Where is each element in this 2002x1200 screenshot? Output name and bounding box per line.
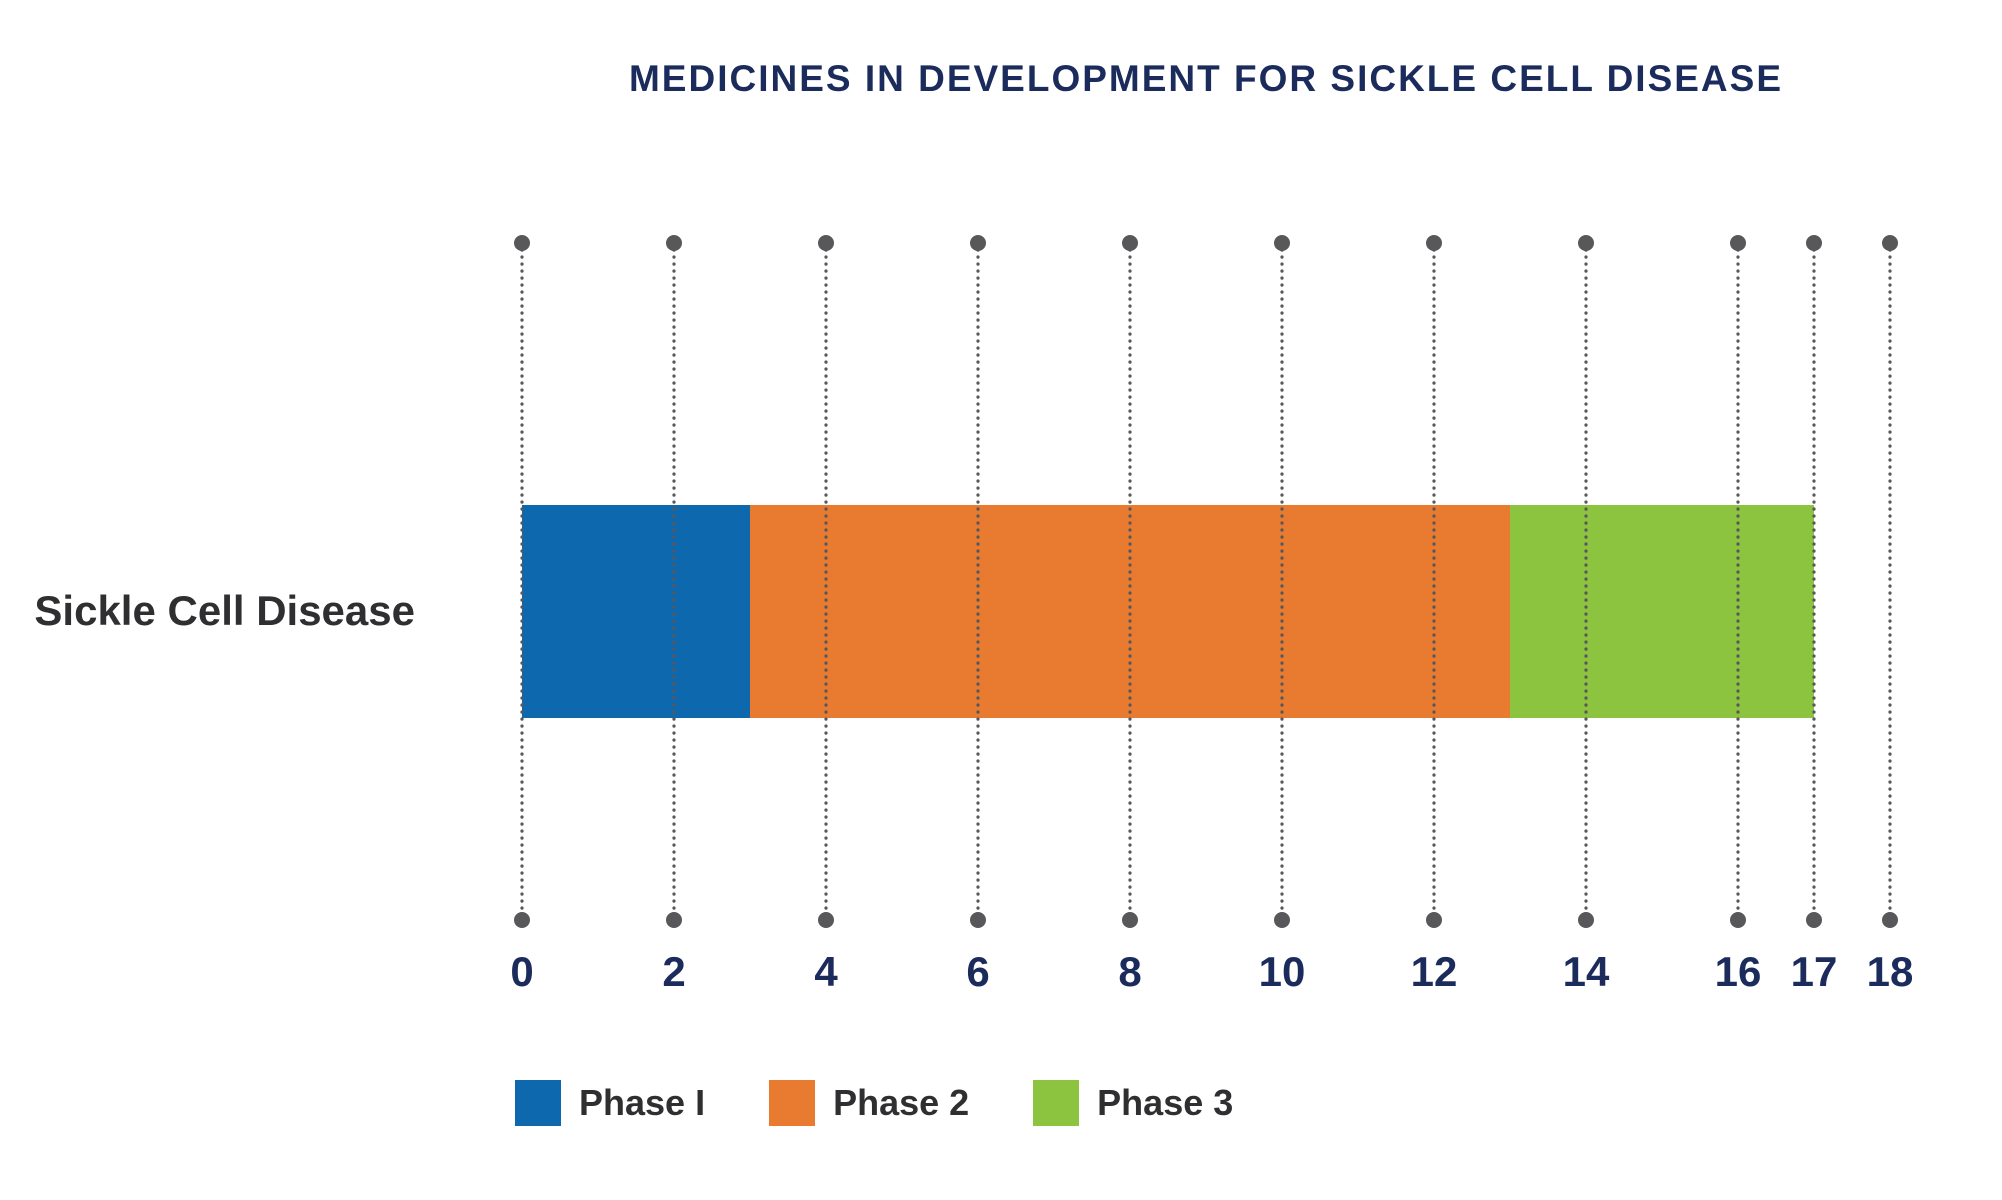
- legend-swatch-1: [515, 1080, 561, 1126]
- gridline-bottom-dot-16: [1730, 912, 1746, 928]
- gridline-bottom-dot-12: [1426, 912, 1442, 928]
- gridline-top-dot-14: [1578, 235, 1594, 251]
- chart-title: MEDICINES IN DEVELOPMENT FOR SICKLE CELL…: [628, 58, 1784, 99]
- gridline-top-dot-4: [818, 235, 834, 251]
- legend-swatch-2: [769, 1080, 816, 1126]
- gridline-bottom-dot-6: [970, 912, 986, 928]
- legend-label-1: Phase I: [579, 1082, 706, 1123]
- y-axis-category-label: Sickle Cell Disease: [34, 587, 415, 634]
- legend-item-2: Phase 2: [769, 1080, 969, 1126]
- gridline-bottom-dot-10: [1274, 912, 1290, 928]
- legend-label-3: Phase 3: [1097, 1082, 1234, 1123]
- legend: Phase I Phase 2 Phase 3: [515, 1080, 1233, 1126]
- bar-segment-phase-3: [1510, 505, 1814, 718]
- gridline-top-dot-18: [1882, 235, 1898, 251]
- gridline-top-dot-8: [1122, 235, 1138, 251]
- gridline-bottom-dot-4: [818, 912, 834, 928]
- legend-item-3: Phase 3: [1033, 1080, 1233, 1126]
- gridline-top-dot-0: [514, 235, 530, 251]
- gridline-bottom-dot-14: [1578, 912, 1594, 928]
- gridline-bottom-dot-17: [1806, 912, 1822, 928]
- legend-swatch-3: [1033, 1080, 1080, 1126]
- gridline-top-dot-16: [1730, 235, 1746, 251]
- gridline-bottom-dot-8: [1122, 912, 1138, 928]
- bar-segment-phase-i: [522, 505, 750, 718]
- gridline-bottom-dot-0: [514, 912, 530, 928]
- gridline-top-dot-2: [666, 235, 682, 251]
- gridline-bottom-dot-2: [666, 912, 682, 928]
- gridline-top-dot-10: [1274, 235, 1290, 251]
- legend-item-1: Phase I: [515, 1080, 705, 1126]
- legend-label-2: Phase 2: [833, 1082, 970, 1123]
- gridline-top-dot-6: [970, 235, 986, 251]
- gridline-top-dot-12: [1426, 235, 1442, 251]
- gridline-top-dot-17: [1806, 235, 1822, 251]
- gridline-bottom-dot-18: [1882, 912, 1898, 928]
